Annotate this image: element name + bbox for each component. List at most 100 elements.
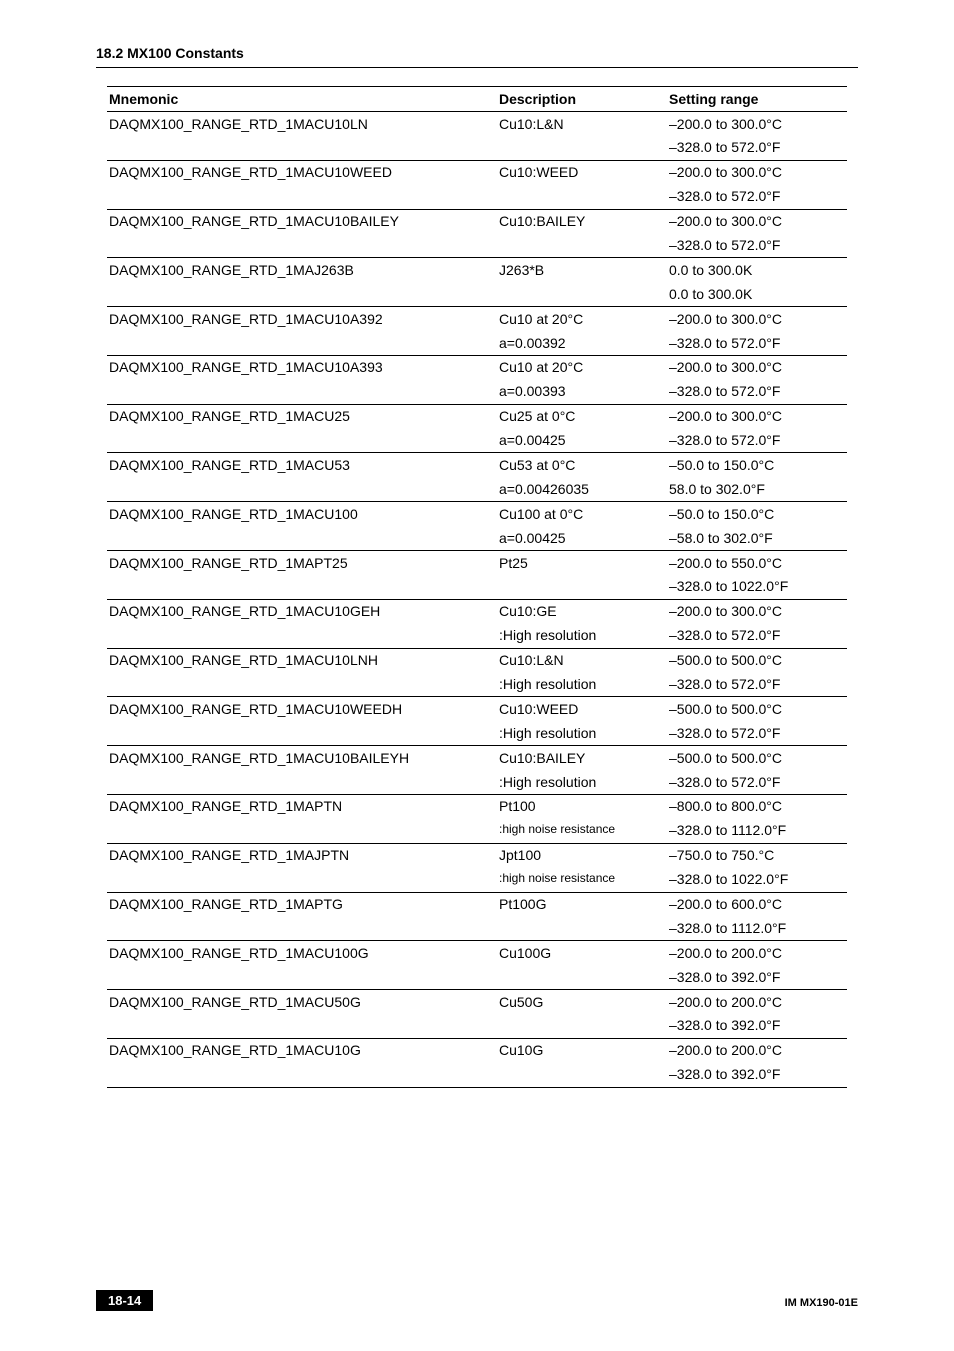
- cell-setting-range: –500.0 to 500.0°C: [667, 746, 847, 770]
- cell-mnemonic: [107, 282, 497, 306]
- table-row: 0.0 to 300.0K: [107, 282, 847, 306]
- cell-setting-range: –500.0 to 500.0°C: [667, 697, 847, 721]
- cell-setting-range: –200.0 to 300.0°C: [667, 307, 847, 331]
- cell-description: Cu50G: [497, 990, 667, 1014]
- table-row: –328.0 to 392.0°F: [107, 1014, 847, 1038]
- page-number: 18-14: [96, 1290, 153, 1311]
- cell-setting-range: –200.0 to 200.0°C: [667, 1038, 847, 1062]
- cell-description: Pt25: [497, 551, 667, 575]
- cell-setting-range: –328.0 to 572.0°F: [667, 624, 847, 648]
- table-row: DAQMX100_RANGE_RTD_1MACU25Cu25 at 0°C–20…: [107, 404, 847, 428]
- cell-description: :high noise resistance: [497, 868, 667, 892]
- cell-description: Cu10:L&N: [497, 112, 667, 136]
- cell-setting-range: –328.0 to 572.0°F: [667, 331, 847, 355]
- table-row: :High resolution–328.0 to 572.0°F: [107, 624, 847, 648]
- col-setting-range: Setting range: [667, 87, 847, 112]
- cell-description: :High resolution: [497, 770, 667, 794]
- table-row: DAQMX100_RANGE_RTD_1MAPT25Pt25–200.0 to …: [107, 551, 847, 575]
- cell-mnemonic: [107, 185, 497, 209]
- table-row: DAQMX100_RANGE_RTD_1MAPTGPt100G–200.0 to…: [107, 892, 847, 916]
- table-body: DAQMX100_RANGE_RTD_1MACU10LNCu10:L&N–200…: [107, 112, 847, 1088]
- table-row: –328.0 to 572.0°F: [107, 185, 847, 209]
- table-row: DAQMX100_RANGE_RTD_1MAJ263BJ263*B0.0 to …: [107, 258, 847, 282]
- cell-mnemonic: DAQMX100_RANGE_RTD_1MACU10A393: [107, 355, 497, 379]
- cell-description: Cu10:BAILEY: [497, 209, 667, 233]
- cell-description: [497, 282, 667, 306]
- heading-rule: [96, 67, 858, 68]
- constants-table: Mnemonic Description Setting range DAQMX…: [107, 86, 847, 1088]
- cell-description: [497, 1014, 667, 1038]
- cell-setting-range: –800.0 to 800.0°C: [667, 794, 847, 818]
- cell-description: [497, 916, 667, 940]
- cell-setting-range: –328.0 to 1112.0°F: [667, 819, 847, 843]
- cell-mnemonic: DAQMX100_RANGE_RTD_1MACU10BAILEYH: [107, 746, 497, 770]
- cell-setting-range: –328.0 to 1112.0°F: [667, 916, 847, 940]
- cell-setting-range: 58.0 to 302.0°F: [667, 477, 847, 501]
- cell-description: Cu100G: [497, 941, 667, 965]
- cell-description: Cu100 at 0°C: [497, 502, 667, 526]
- table-row: DAQMX100_RANGE_RTD_1MACU53Cu53 at 0°C–50…: [107, 453, 847, 477]
- cell-description: Cu10 at 20°C: [497, 307, 667, 331]
- table-row: :High resolution–328.0 to 572.0°F: [107, 721, 847, 745]
- table-row: DAQMX100_RANGE_RTD_1MACU10BAILEYCu10:BAI…: [107, 209, 847, 233]
- cell-description: Cu10 at 20°C: [497, 355, 667, 379]
- cell-mnemonic: DAQMX100_RANGE_RTD_1MACU10LN: [107, 112, 497, 136]
- page: 18.2 MX100 Constants Mnemonic Descriptio…: [0, 0, 954, 1351]
- cell-mnemonic: DAQMX100_RANGE_RTD_1MACU10G: [107, 1038, 497, 1062]
- cell-setting-range: –328.0 to 392.0°F: [667, 1014, 847, 1038]
- table-row: DAQMX100_RANGE_RTD_1MACU10A393Cu10 at 20…: [107, 355, 847, 379]
- cell-mnemonic: [107, 1063, 497, 1087]
- cell-mnemonic: DAQMX100_RANGE_RTD_1MACU10WEEDH: [107, 697, 497, 721]
- cell-setting-range: –328.0 to 572.0°F: [667, 770, 847, 794]
- table-row: DAQMX100_RANGE_RTD_1MACU10GEHCu10:GE–200…: [107, 599, 847, 623]
- table-row: –328.0 to 392.0°F: [107, 1063, 847, 1087]
- cell-description: Cu10:WEED: [497, 160, 667, 184]
- cell-setting-range: –200.0 to 550.0°C: [667, 551, 847, 575]
- cell-mnemonic: DAQMX100_RANGE_RTD_1MACU25: [107, 404, 497, 428]
- table-row: a=0.00392–328.0 to 572.0°F: [107, 331, 847, 355]
- table-row: –328.0 to 572.0°F: [107, 233, 847, 257]
- table-row: –328.0 to 572.0°F: [107, 136, 847, 160]
- table-row: a=0.00425–328.0 to 572.0°F: [107, 429, 847, 453]
- cell-mnemonic: DAQMX100_RANGE_RTD_1MACU53: [107, 453, 497, 477]
- cell-setting-range: –200.0 to 300.0°C: [667, 404, 847, 428]
- table-row: :high noise resistance–328.0 to 1022.0°F: [107, 868, 847, 892]
- cell-description: a=0.00392: [497, 331, 667, 355]
- cell-mnemonic: [107, 868, 497, 892]
- cell-mnemonic: DAQMX100_RANGE_RTD_1MAPTG: [107, 892, 497, 916]
- table-row: DAQMX100_RANGE_RTD_1MACU100GCu100G–200.0…: [107, 941, 847, 965]
- cell-mnemonic: DAQMX100_RANGE_RTD_1MACU10BAILEY: [107, 209, 497, 233]
- cell-setting-range: –328.0 to 572.0°F: [667, 233, 847, 257]
- table-row: –328.0 to 1022.0°F: [107, 575, 847, 599]
- cell-mnemonic: DAQMX100_RANGE_RTD_1MAJ263B: [107, 258, 497, 282]
- cell-setting-range: –200.0 to 300.0°C: [667, 160, 847, 184]
- cell-setting-range: –200.0 to 300.0°C: [667, 599, 847, 623]
- cell-setting-range: –50.0 to 150.0°C: [667, 502, 847, 526]
- cell-setting-range: –58.0 to 302.0°F: [667, 526, 847, 550]
- cell-description: Cu10:GE: [497, 599, 667, 623]
- cell-description: [497, 965, 667, 989]
- cell-mnemonic: [107, 575, 497, 599]
- cell-setting-range: 0.0 to 300.0K: [667, 258, 847, 282]
- cell-description: :High resolution: [497, 672, 667, 696]
- table-row: a=0.0042603558.0 to 302.0°F: [107, 477, 847, 501]
- cell-setting-range: –750.0 to 750.°C: [667, 843, 847, 867]
- cell-mnemonic: DAQMX100_RANGE_RTD_1MAJPTN: [107, 843, 497, 867]
- cell-setting-range: –328.0 to 572.0°F: [667, 672, 847, 696]
- cell-mnemonic: DAQMX100_RANGE_RTD_1MAPT25: [107, 551, 497, 575]
- cell-description: [497, 1063, 667, 1087]
- cell-description: [497, 233, 667, 257]
- table-row: DAQMX100_RANGE_RTD_1MAJPTNJpt100–750.0 t…: [107, 843, 847, 867]
- cell-setting-range: –328.0 to 572.0°F: [667, 429, 847, 453]
- cell-mnemonic: [107, 477, 497, 501]
- cell-setting-range: –328.0 to 392.0°F: [667, 965, 847, 989]
- table-row: DAQMX100_RANGE_RTD_1MACU10BAILEYHCu10:BA…: [107, 746, 847, 770]
- table-row: DAQMX100_RANGE_RTD_1MACU10GCu10G–200.0 t…: [107, 1038, 847, 1062]
- table-row: DAQMX100_RANGE_RTD_1MACU10WEEDCu10:WEED–…: [107, 160, 847, 184]
- table-header-row: Mnemonic Description Setting range: [107, 87, 847, 112]
- cell-mnemonic: [107, 429, 497, 453]
- cell-description: [497, 575, 667, 599]
- cell-mnemonic: [107, 721, 497, 745]
- cell-mnemonic: DAQMX100_RANGE_RTD_1MACU10A392: [107, 307, 497, 331]
- cell-description: a=0.00393: [497, 380, 667, 404]
